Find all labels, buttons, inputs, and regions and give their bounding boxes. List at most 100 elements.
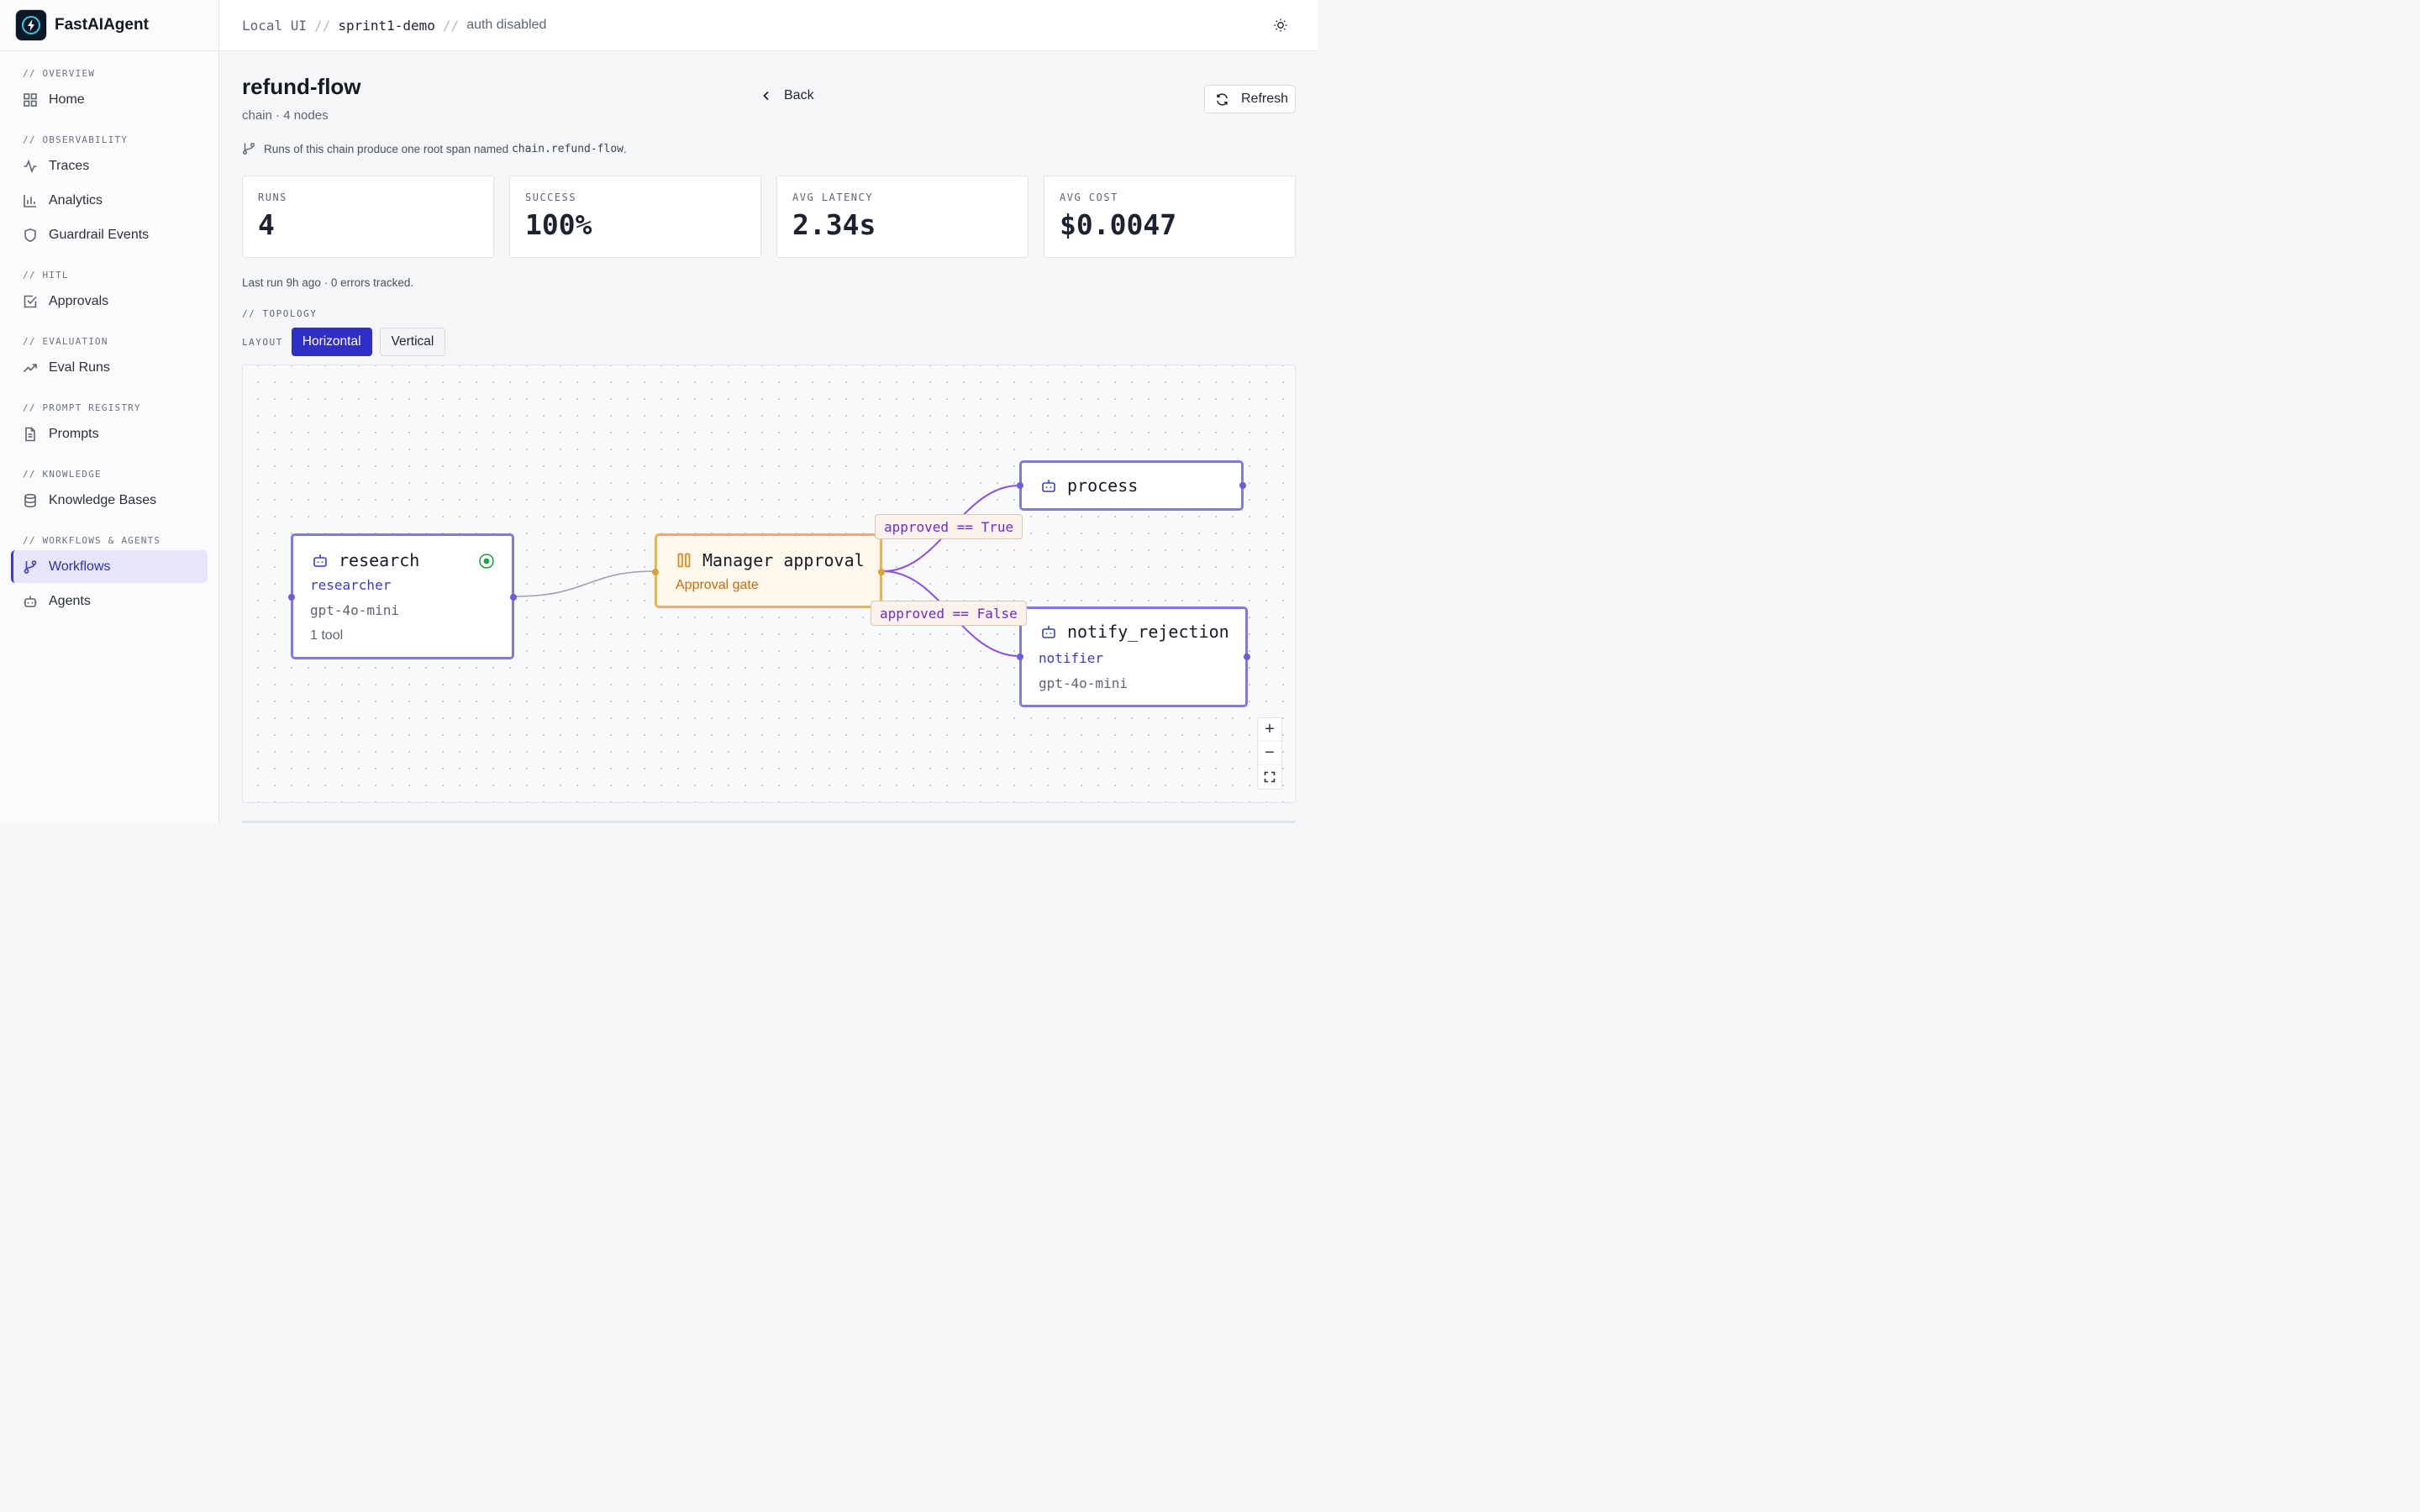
stat-label: SUCCESS [525, 192, 577, 203]
breadcrumb-separator: // [442, 17, 460, 34]
span-info-suffix: . [623, 142, 627, 155]
node-input-handle[interactable] [288, 594, 295, 601]
sidebar-item-agents[interactable]: Agents [11, 585, 208, 617]
bot-icon [1042, 626, 1055, 638]
sidebar-item-analytics[interactable]: Analytics [11, 184, 208, 217]
node-output-handle[interactable] [878, 569, 885, 575]
brand-logo-icon [15, 9, 47, 41]
node-tools: 1 tool [310, 628, 344, 643]
node-output-handle[interactable] [1239, 482, 1246, 489]
sidebar-item-label: Prompts [49, 426, 99, 441]
breadcrumb-separator: // [314, 17, 331, 34]
trending-up-icon [23, 363, 37, 372]
node-model: gpt-4o-mini [1039, 675, 1128, 691]
node-title-text: process [1067, 475, 1139, 496]
sidebar-item-label: Guardrail Events [49, 227, 150, 242]
node-manager-approval[interactable]: Manager approval Approval gate [652, 533, 885, 608]
back-label: Back [784, 88, 814, 102]
layout-label: LAYOUT [242, 336, 283, 348]
refresh-button[interactable]: Refresh [1204, 85, 1296, 113]
breadcrumb-project[interactable]: sprint1-demo [338, 17, 435, 34]
stat-value: 4 [258, 208, 275, 241]
sidebar-item-home[interactable]: Home [11, 83, 208, 116]
stat-card-success: SUCCESS 100% [509, 176, 761, 258]
span-info: Runs of this chain produce one root span… [242, 142, 627, 155]
node-input-handle[interactable] [652, 569, 659, 575]
node-role: notifier [1039, 650, 1104, 666]
node-subtitle: Approval gate [676, 578, 759, 592]
node-title: notify_rejection [1040, 622, 1229, 642]
fit-view-button[interactable] [1258, 765, 1281, 789]
brand[interactable]: FastAIAgent [0, 0, 218, 51]
last-run-text: Last run 9h ago · 0 errors tracked. [242, 276, 414, 289]
node-process[interactable]: process [1017, 460, 1246, 511]
edge-research-approval [514, 570, 655, 597]
sidebar-item-eval-runs[interactable]: Eval Runs [11, 351, 208, 384]
node-output-handle[interactable] [510, 594, 517, 601]
back-button[interactable]: Back [760, 88, 814, 103]
sidebar: FastAIAgent // OVERVIEW Home // OBSERVAB… [0, 0, 219, 823]
topbar: Local UI // sprint1-demo // auth disable… [219, 0, 1318, 51]
bar-chart-icon [24, 194, 36, 207]
node-title-text: Manager approval [702, 550, 865, 570]
sidebar-item-workflows[interactable]: Workflows [11, 550, 208, 583]
edge-label-approved-true[interactable]: approved == True [875, 514, 1023, 539]
stat-value: 100% [525, 208, 592, 241]
node-output-handle[interactable] [1244, 654, 1250, 660]
node-input-handle[interactable] [1017, 482, 1023, 489]
sidebar-item-label: Workflows [49, 559, 111, 574]
bot-icon [313, 554, 327, 567]
refresh-icon [1217, 92, 1228, 106]
nav-section-evaluation: // EVALUATION [23, 336, 108, 347]
node-notify-rejection[interactable]: notify_rejection notifier gpt-4o-mini [1017, 606, 1250, 707]
next-panel-edge [242, 821, 1296, 823]
sidebar-nav: // OVERVIEW Home // OBSERVABILITY Traces… [0, 51, 218, 617]
sidebar-item-label: Agents [49, 593, 91, 608]
sidebar-item-knowledge-bases[interactable]: Knowledge Bases [11, 484, 208, 517]
stat-card-avg-latency: AVG LATENCY 2.34s [776, 176, 1028, 258]
layout-horizontal-button[interactable]: Horizontal [291, 328, 372, 356]
node-role: researcher [310, 577, 392, 593]
page-title: refund-flow [242, 74, 361, 99]
breadcrumb-local-ui[interactable]: Local UI [242, 17, 308, 34]
git-branch-icon [24, 559, 37, 574]
activity-icon [24, 159, 37, 173]
node-title: Manager approval [676, 550, 865, 570]
file-text-icon [25, 427, 35, 441]
sidebar-item-guardrail-events[interactable]: Guardrail Events [11, 218, 208, 251]
topology-canvas[interactable]: research researcher gpt-4o-mini 1 tool M… [242, 365, 1296, 803]
sidebar-item-label: Traces [49, 158, 90, 173]
fit-view-icon [1264, 771, 1276, 783]
layout-vertical-button[interactable]: Vertical [379, 328, 446, 356]
node-title-text: notify_rejection [1067, 622, 1229, 642]
brand-name: FastAIAgent [55, 16, 149, 34]
layout-switch: LAYOUT Horizontal Vertical [242, 328, 453, 356]
nav-section-prompt-registry: // PROMPT REGISTRY [23, 402, 141, 413]
sidebar-item-label: Analytics [49, 192, 103, 207]
refresh-label: Refresh [1241, 92, 1289, 106]
page-subtitle: chain · 4 nodes [242, 108, 329, 123]
node-input-handle[interactable] [1017, 654, 1023, 660]
stat-label: RUNS [258, 192, 287, 203]
sidebar-item-approvals[interactable]: Approvals [11, 285, 208, 318]
node-research[interactable]: research researcher gpt-4o-mini 1 tool [288, 533, 517, 659]
stat-label: AVG COST [1060, 192, 1118, 203]
sidebar-item-label: Home [49, 92, 85, 107]
sidebar-item-prompts[interactable]: Prompts [11, 417, 208, 450]
sidebar-item-label: Approvals [49, 293, 109, 308]
stat-label: AVG LATENCY [792, 192, 873, 203]
topology-section-label: // TOPOLOGY [242, 308, 318, 319]
git-branch-icon [243, 143, 255, 155]
shield-icon [24, 228, 36, 242]
database-icon [24, 493, 36, 507]
bot-icon [24, 596, 37, 607]
pause-icon [677, 553, 691, 568]
nav-section-observability: // OBSERVABILITY [23, 134, 129, 145]
zoom-in-button[interactable]: + [1258, 718, 1281, 742]
edge-label-approved-false[interactable]: approved == False [871, 601, 1027, 626]
sun-icon[interactable] [1272, 17, 1289, 34]
breadcrumb-auth-status: auth disabled [466, 18, 547, 32]
zoom-out-button[interactable]: − [1258, 742, 1281, 765]
span-info-text: Runs of this chain produce one root span… [264, 142, 509, 155]
sidebar-item-traces[interactable]: Traces [11, 150, 208, 182]
